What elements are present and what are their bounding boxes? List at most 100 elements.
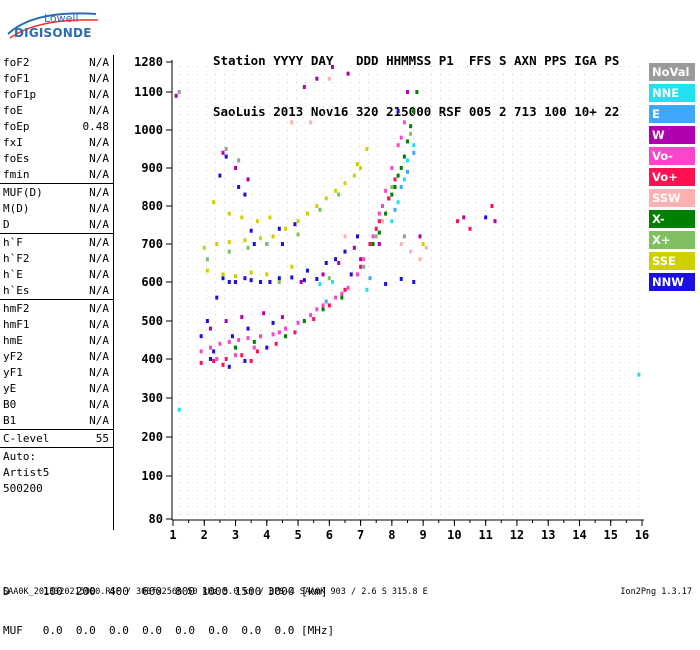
- grid-dot: [377, 498, 378, 499]
- grid-dot: [206, 370, 207, 371]
- grid-dot: [566, 474, 567, 475]
- grid-dot: [467, 514, 468, 515]
- grid-dot: [377, 186, 378, 187]
- data-point-vo: [362, 257, 366, 262]
- grid-dot: [359, 306, 360, 307]
- grid-dot: [332, 434, 333, 435]
- grid-dot: [530, 402, 531, 403]
- grid-dot: [368, 90, 369, 91]
- grid-dot: [485, 210, 486, 211]
- grid-dot: [233, 330, 234, 331]
- grid-dot: [323, 298, 324, 299]
- grid-dot: [530, 170, 531, 171]
- grid-dot: [557, 354, 558, 355]
- grid-dot: [467, 82, 468, 83]
- grid-dot: [305, 354, 306, 355]
- grid-dot: [467, 146, 468, 147]
- param-name: M(D): [3, 202, 30, 215]
- grid-dot: [242, 74, 243, 75]
- grid-dot: [206, 234, 207, 235]
- grid-dot: [512, 210, 513, 211]
- grid-dot: [233, 90, 234, 91]
- grid-dot: [449, 490, 450, 491]
- grid-dot: [566, 322, 567, 323]
- grid-dot: [494, 322, 495, 323]
- data-point-vo: [277, 330, 281, 335]
- grid-dot: [629, 426, 630, 427]
- grid-dot: [413, 178, 414, 179]
- grid-dot: [386, 74, 387, 75]
- grid-dot: [629, 178, 630, 179]
- grid-dot: [233, 114, 234, 115]
- grid-dot: [215, 146, 216, 147]
- grid-dot: [350, 202, 351, 203]
- grid-dot: [341, 210, 342, 211]
- grid-dot: [521, 82, 522, 83]
- grid-dot: [431, 458, 432, 459]
- grid-dot: [449, 418, 450, 419]
- grid-dot: [584, 170, 585, 171]
- grid-dot: [431, 258, 432, 259]
- grid-dot: [458, 474, 459, 475]
- grid-dot: [323, 402, 324, 403]
- grid-dot: [440, 386, 441, 387]
- data-point-sse: [324, 196, 328, 201]
- grid-dot: [269, 434, 270, 435]
- grid-dot: [539, 274, 540, 275]
- grid-dot: [233, 210, 234, 211]
- data-point-vo: [215, 357, 219, 361]
- grid-dot: [539, 418, 540, 419]
- grid-dot: [629, 98, 630, 99]
- grid-dot: [287, 234, 288, 235]
- grid-dot: [242, 298, 243, 299]
- grid-dot: [575, 114, 576, 115]
- grid-dot: [323, 290, 324, 291]
- grid-dot: [368, 402, 369, 403]
- grid-dot: [431, 402, 432, 403]
- grid-dot: [629, 298, 630, 299]
- grid-dot: [188, 394, 189, 395]
- grid-dot: [566, 466, 567, 467]
- grid-dot: [368, 282, 369, 283]
- grid-dot: [494, 402, 495, 403]
- grid-dot: [467, 298, 468, 299]
- grid-dot: [386, 378, 387, 379]
- grid-dot: [440, 362, 441, 363]
- grid-dot: [332, 498, 333, 499]
- grid-dot: [305, 434, 306, 435]
- param-value: N/A: [89, 104, 109, 117]
- grid-dot: [548, 402, 549, 403]
- grid-dot: [305, 162, 306, 163]
- grid-dot: [638, 410, 639, 411]
- grid-dot: [233, 426, 234, 427]
- param-separator: [0, 299, 113, 300]
- grid-dot: [413, 490, 414, 491]
- grid-dot: [287, 210, 288, 211]
- grid-dot: [440, 402, 441, 403]
- grid-dot: [359, 154, 360, 155]
- grid-dot: [467, 466, 468, 467]
- grid-dot: [368, 226, 369, 227]
- grid-dot: [458, 146, 459, 147]
- grid-dot: [206, 210, 207, 211]
- grid-dot: [296, 258, 297, 259]
- grid-dot: [359, 514, 360, 515]
- grid-dot: [341, 66, 342, 67]
- grid-dot: [476, 370, 477, 371]
- grid-dot: [359, 434, 360, 435]
- grid-dot: [539, 410, 540, 411]
- grid-dot: [521, 194, 522, 195]
- grid-dot: [395, 418, 396, 419]
- grid-dot: [215, 394, 216, 395]
- grid-dot: [449, 74, 450, 75]
- grid-dot: [602, 394, 603, 395]
- data-point-x: [384, 211, 388, 216]
- grid-dot: [584, 234, 585, 235]
- grid-dot: [602, 402, 603, 403]
- grid-dot: [530, 218, 531, 219]
- grid-dot: [269, 458, 270, 459]
- grid-dot: [242, 482, 243, 483]
- grid-dot: [332, 370, 333, 371]
- grid-dot: [260, 450, 261, 451]
- grid-dot: [620, 274, 621, 275]
